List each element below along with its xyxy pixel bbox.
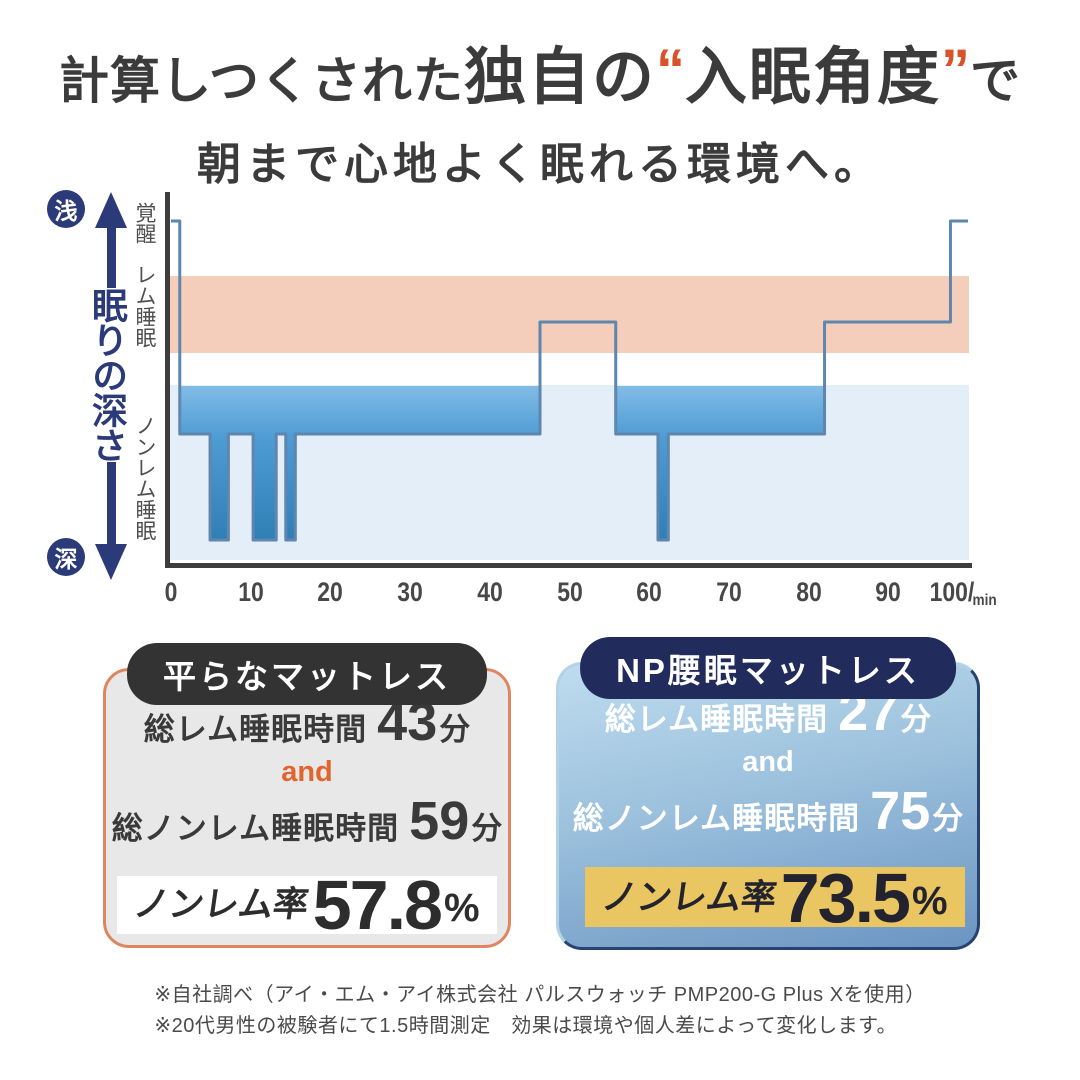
card-flat-title-pill: 平らなマットレス — [127, 643, 487, 705]
title-segment: で — [970, 53, 1022, 109]
title-quote-mark: ” — [941, 38, 971, 103]
x-tick-20: 20 — [317, 577, 344, 607]
x-tick-40: 40 — [477, 577, 503, 607]
rem-time-unit: 分 — [900, 702, 932, 737]
card-np-title-pill: NP腰眠マットレス — [580, 637, 956, 699]
nonrem-rate-label: ノンレム率 — [599, 878, 780, 917]
x-tick-70: 70 — [716, 577, 742, 607]
nonrem-rate-unit: % — [443, 886, 480, 930]
nonrem-rate-strip: ノンレム率 57.8 % — [117, 865, 497, 944]
arrow-shaft-bottom — [106, 462, 116, 546]
nonrem-rate-unit: % — [911, 879, 948, 923]
zone-label: 覚醒 — [133, 202, 156, 244]
card-np-body: 総レム睡眠時間 27 分 and 総ノンレム睡眠時間 75 分 — [559, 665, 977, 838]
shallow-badge: 浅 — [47, 190, 85, 228]
nonrem-time-value: 75 — [870, 781, 931, 841]
deep-badge: 深 — [47, 538, 85, 576]
nonrem-time-label: 総ノンレム睡眠時間 — [111, 811, 400, 846]
title-line2: 朝まで心地よく眠れる環境へ。 — [197, 140, 883, 189]
x-tick-30: 30 — [397, 577, 423, 607]
nonrem-rate-label: ノンレム率 — [131, 885, 312, 924]
title-segment: 独自の — [463, 43, 656, 112]
x-tick-80: 80 — [795, 577, 822, 607]
nonrem-time-unit: 分 — [932, 801, 964, 836]
x-tick-90: 90 — [875, 577, 902, 607]
footnotes-text: ※自社調べ（アイ・エム・アイ株式会社 パルスウォッチ PMP200-G Plus… — [154, 980, 925, 1042]
nonrem-time-label: 総ノンレム睡眠時間 — [572, 801, 861, 836]
nonrem-time-unit: 分 — [471, 811, 503, 846]
page-title: 計算しつくされた 独自の “入眠角度” で 朝まで心地よく眠れる環境へ。 — [0, 26, 1080, 192]
zone-label: ノンレム睡眠 — [133, 415, 156, 541]
title-segment: 計算しつくされた — [58, 53, 464, 109]
card-flat-mattress: 平らなマットレス 総レム睡眠時間 43 分 and 総ノンレム睡眠時間 59 分… — [103, 643, 511, 948]
card-np-mattress: NP腰眠マットレス 総レム睡眠時間 27 分 and 総ノンレム睡眠時間 75 … — [556, 637, 980, 950]
x-tick-60: 60 — [636, 577, 662, 607]
arrow-down-icon — [95, 544, 127, 580]
title-line1: 計算しつくされた 独自の “入眠角度” で — [0, 26, 1080, 116]
zone-label: レム睡眠 — [133, 264, 156, 348]
title-quote-mark: “ — [656, 38, 685, 103]
and-label: and — [281, 756, 333, 788]
x-tick-0: 0 — [164, 577, 178, 607]
nonrem-rate-strip: ノンレム率 73.5 % — [585, 858, 965, 937]
footnote-line: ※20代男性の被験者にて1.5時間測定 効果は環境や個人差によって変化します。 — [154, 1015, 898, 1037]
nonrem-time-row: 総ノンレム睡眠時間 59 分 — [112, 794, 502, 848]
rem-time-unit: 分 — [439, 712, 471, 747]
footnotes: ※自社調べ（アイ・エム・アイ株式会社 パルスウォッチ PMP200-G Plus… — [0, 980, 1080, 1042]
arrow-shaft-top — [106, 226, 116, 288]
depth-axis-title: 眠りの深さ — [87, 287, 128, 462]
rem-time-label: 総レム睡眠時間 — [604, 702, 829, 737]
card-flat-body: 総レム睡眠時間 43 分 and 総ノンレム睡眠時間 59 分 — [106, 671, 508, 848]
nonrem-rate-value: 73.5 — [780, 858, 911, 937]
and-label: and — [742, 746, 794, 778]
title-segment: 入眠角度 — [685, 43, 942, 112]
x-tick-50: 50 — [556, 577, 583, 607]
arrow-up-icon — [95, 192, 127, 228]
nonrem-time-row: 総ノンレム睡眠時間 75 分 — [573, 784, 963, 838]
nonrem-time-value: 59 — [409, 791, 470, 851]
x-tick-10: 10 — [237, 577, 264, 607]
footnote-line: ※自社調べ（アイ・エム・アイ株式会社 パルスウォッチ PMP200-G Plus… — [154, 984, 926, 1006]
x-tick-100-per-min: 100/min — [929, 577, 997, 609]
nonrem-rate-value: 57.8 — [312, 865, 443, 944]
rem-time-label: 総レム睡眠時間 — [143, 712, 368, 747]
